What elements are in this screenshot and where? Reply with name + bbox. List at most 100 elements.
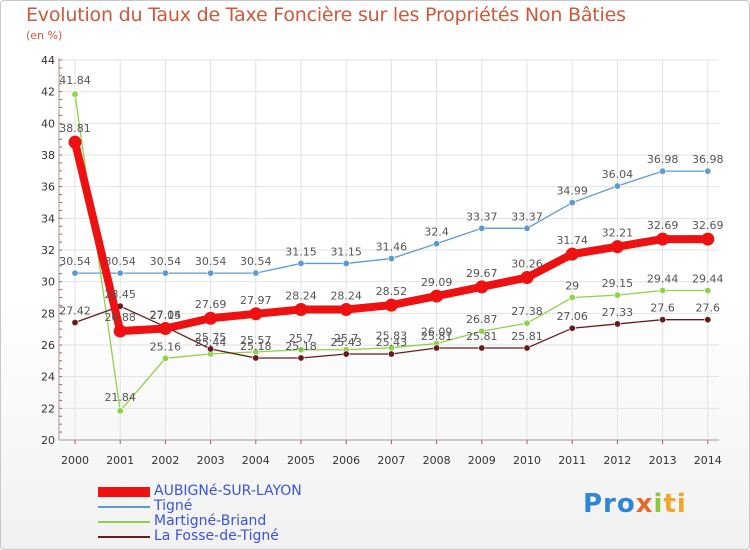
legend-item-3: Martigné-Briand: [98, 514, 358, 529]
data-point: [71, 269, 79, 277]
data-point: [475, 280, 489, 294]
x-tick-label: 2012: [603, 454, 631, 467]
data-label: 41.84: [59, 74, 91, 87]
data-point: [433, 344, 441, 352]
data-label: 34.99: [556, 185, 588, 198]
data-point: [71, 319, 79, 327]
data-point: [384, 298, 398, 312]
data-label: 30.54: [104, 255, 136, 268]
data-point: [252, 269, 260, 277]
data-label: 30.54: [240, 255, 272, 268]
data-point: [161, 269, 169, 277]
x-tick-label: 2005: [287, 454, 315, 467]
data-point: [568, 199, 576, 207]
y-tick-label: 26: [41, 339, 55, 352]
y-tick-label: 30: [41, 276, 55, 289]
data-label: 25.81: [421, 330, 453, 343]
legend-label: AUBIGNé-SUR-LAYON: [154, 483, 302, 499]
data-point: [523, 224, 531, 232]
data-label: 27.6: [650, 302, 675, 315]
data-label: 27.42: [59, 305, 91, 318]
x-tick-label: 2002: [151, 454, 179, 467]
data-point: [204, 311, 218, 325]
data-label: 29: [565, 280, 579, 293]
x-tick-label: 2000: [61, 454, 89, 467]
data-label: 33.37: [466, 210, 498, 223]
legend-item-2: Tigné: [98, 499, 358, 514]
proxiti-logo: Proxiti: [583, 489, 687, 519]
data-point: [656, 232, 670, 246]
legend-label: Tigné: [154, 498, 193, 514]
x-tick-label: 2010: [513, 454, 541, 467]
x-tick-label: 2013: [649, 454, 677, 467]
data-label: 27.6: [696, 302, 721, 315]
y-tick-label: 40: [41, 117, 55, 130]
data-point: [387, 350, 395, 358]
data-label: 32.69: [647, 219, 679, 232]
legend-item-4: La Fosse-de-Tigné: [98, 529, 358, 544]
y-tick-label: 36: [41, 181, 55, 194]
data-label: 28.52: [376, 285, 408, 298]
data-label: 25.83: [376, 330, 408, 343]
data-point: [342, 350, 350, 358]
data-label: 27.33: [602, 306, 634, 319]
data-label: 29.09: [421, 276, 453, 289]
data-label: 28.24: [285, 290, 317, 303]
data-point: [68, 135, 82, 149]
data-point: [207, 345, 215, 353]
x-tick-label: 2003: [197, 454, 225, 467]
legend-item-1: AUBIGNé-SUR-LAYON: [98, 484, 358, 499]
chart-subtitle: (en %): [26, 29, 63, 42]
y-tick-label: 42: [41, 86, 55, 99]
data-point: [478, 344, 486, 352]
data-point: [568, 293, 576, 301]
x-tick-label: 2014: [694, 454, 722, 467]
data-label: 27.04: [150, 309, 182, 322]
data-label: 31.15: [330, 245, 362, 258]
y-tick-label: 28: [41, 307, 55, 320]
legend-swatch: [98, 521, 150, 523]
data-label: 25.43: [330, 336, 362, 349]
data-label: 32.69: [692, 219, 724, 232]
y-tick-label: 24: [41, 371, 55, 384]
data-label: 31.15: [285, 245, 317, 258]
data-point: [704, 316, 712, 324]
data-label: 26.88: [104, 311, 136, 324]
data-label: 33.37: [511, 210, 543, 223]
data-label: 27.15: [150, 309, 182, 322]
data-point: [430, 289, 444, 303]
data-point: [478, 224, 486, 232]
data-point: [249, 307, 263, 321]
data-label: 25.7: [334, 332, 359, 345]
data-point: [523, 344, 531, 352]
data-point: [113, 324, 127, 338]
data-label: 26.87: [466, 313, 498, 326]
x-tick-label: 2007: [377, 454, 405, 467]
data-point: [701, 232, 715, 246]
data-point: [568, 324, 576, 332]
data-label: 36.98: [647, 153, 679, 166]
data-label: 30.54: [150, 255, 182, 268]
data-point: [704, 167, 712, 175]
data-label: 38.81: [59, 122, 91, 135]
x-tick-label: 2001: [106, 454, 134, 467]
data-label: 32.21: [602, 227, 634, 240]
data-point: [252, 354, 260, 362]
data-label: 29.15: [602, 277, 634, 290]
x-tick-label: 2009: [468, 454, 496, 467]
x-tick-label: 2008: [423, 454, 451, 467]
data-label: 27.06: [556, 310, 588, 323]
data-point: [342, 259, 350, 267]
legend-label: La Fosse-de-Tigné: [154, 528, 279, 544]
data-point: [565, 247, 579, 261]
data-label: 30.54: [195, 255, 227, 268]
data-label: 25.16: [150, 340, 182, 353]
data-label: 25.18: [285, 340, 317, 353]
data-label: 29.67: [466, 267, 498, 280]
y-tick-label: 34: [41, 212, 55, 225]
data-point: [158, 322, 172, 336]
data-label: 29.44: [692, 273, 724, 286]
data-label: 25.18: [240, 340, 272, 353]
data-label: 32.4: [424, 226, 449, 239]
y-tick-label: 22: [41, 402, 55, 415]
